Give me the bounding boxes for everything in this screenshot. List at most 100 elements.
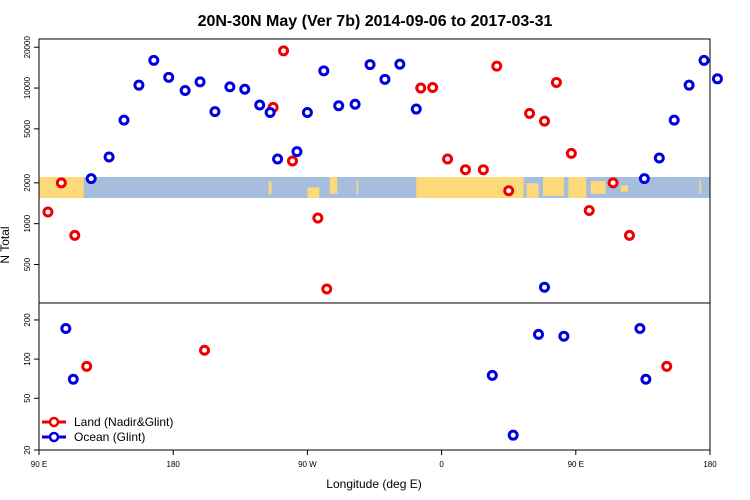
top-y-tick-label: 10000 — [23, 76, 32, 99]
top-ocean-point — [638, 173, 650, 185]
map-land — [620, 185, 628, 192]
top-ocean-point — [333, 100, 345, 112]
top-land-point — [427, 81, 439, 93]
top-ocean-point — [668, 114, 680, 126]
top-land-point — [459, 164, 471, 176]
top-land-point — [312, 212, 324, 224]
map-land — [329, 177, 338, 194]
x-tick-label: 180 — [703, 460, 717, 469]
top-land-point — [565, 147, 577, 159]
bottom-ocean-point — [533, 328, 545, 340]
top-land-point — [321, 283, 333, 295]
top-ocean-point — [272, 153, 284, 165]
top-ocean-point — [301, 107, 313, 119]
top-ocean-point — [118, 114, 130, 126]
x-tick-label: 180 — [167, 460, 181, 469]
y-axis-label: N Total — [0, 226, 12, 263]
top-land-point — [442, 153, 454, 165]
top-land-point — [491, 60, 503, 72]
map-land — [356, 181, 359, 194]
top-ocean-point — [291, 146, 303, 158]
map-ocean — [39, 177, 710, 198]
top-land-point — [278, 45, 290, 57]
top-ocean-point — [179, 84, 191, 96]
map-land — [568, 177, 587, 198]
top-land-point — [623, 229, 635, 241]
top-land-point — [583, 205, 595, 217]
legend-ocean-label: Ocean (Glint) — [74, 430, 145, 444]
x-tick-label: 90 W — [298, 460, 317, 469]
top-ocean-point — [364, 59, 376, 71]
top-ocean-point — [538, 281, 550, 293]
top-y-tick-label: 1000 — [23, 214, 32, 232]
bottom-ocean-point — [67, 373, 79, 385]
bottom-ocean-point — [558, 330, 570, 342]
top-land-point — [477, 164, 489, 176]
top-y-tick-label: 2000 — [23, 173, 32, 191]
map-land — [307, 187, 320, 198]
top-land-point — [607, 177, 619, 189]
chart-title: 20N-30N May (Ver 7b) 2014-09-06 to 2017-… — [198, 13, 553, 30]
top-land-point — [286, 155, 298, 167]
axes-layer: 90 E 180 90 W 0 90 E 180 500 1000 2000 5000 10000 2… — [23, 36, 717, 469]
map-land — [590, 181, 606, 194]
bottom-y-tick-label: 50 — [23, 393, 32, 402]
top-ocean-point — [133, 79, 145, 91]
top-ocean-point — [410, 103, 422, 115]
top-y-tick-label: 5000 — [23, 119, 32, 137]
top-ocean-point — [698, 54, 710, 66]
top-ocean-point — [103, 151, 115, 163]
x-tick-label: 0 — [439, 460, 444, 469]
top-ocean-point — [163, 71, 175, 83]
top-land-point — [538, 115, 550, 127]
x-axis-label: Longitude (deg E) — [326, 477, 421, 491]
world-map-band — [39, 177, 710, 198]
top-ocean-point — [394, 58, 406, 70]
map-land — [526, 183, 539, 198]
bottom-panel-frame — [38, 302, 711, 451]
x-tick-label: 90 E — [31, 460, 47, 469]
top-ocean-point — [653, 152, 665, 164]
top-ocean-point — [209, 106, 221, 118]
bottom-land-point — [661, 360, 673, 372]
top-ocean-point — [254, 99, 266, 111]
top-ocean-point — [318, 65, 330, 77]
top-land-point — [42, 206, 54, 218]
top-land-point — [55, 177, 67, 189]
map-land — [268, 181, 272, 194]
bottom-land-point — [199, 344, 211, 356]
top-ocean-point — [239, 83, 251, 95]
bottom-land-point — [81, 360, 93, 372]
top-land-point — [524, 107, 536, 119]
top-y-tick-label: 20000 — [23, 36, 32, 59]
x-tick-label: 90 E — [568, 460, 584, 469]
top-ocean-point — [85, 173, 97, 185]
map-land — [542, 177, 564, 196]
legend-land-label: Land (Nadir&Glint) — [74, 415, 173, 429]
bottom-ocean-point — [640, 373, 652, 385]
bottom-ocean-point — [634, 322, 646, 334]
bottom-ocean-point — [486, 369, 498, 381]
legend-ocean-swatch-marker — [48, 431, 60, 443]
map-land — [699, 181, 702, 194]
bottom-ocean-point — [60, 322, 72, 334]
top-land-point — [550, 76, 562, 88]
top-ocean-point — [711, 73, 723, 85]
bottom-y-tick-label: 200 — [23, 313, 32, 327]
top-ocean-point — [683, 79, 695, 91]
legend: Land (Nadir&Glint) Ocean (Glint) — [42, 415, 173, 444]
bottom-ocean-point — [507, 429, 519, 441]
top-ocean-point — [349, 98, 361, 110]
legend-land-swatch-marker — [48, 416, 60, 428]
top-land-point — [415, 82, 427, 94]
top-ocean-point — [224, 81, 236, 93]
map-land — [468, 181, 470, 194]
bottom-y-tick-label: 20 — [23, 445, 32, 454]
top-panel-frame — [38, 38, 711, 304]
top-land-point — [69, 229, 81, 241]
top-ocean-point — [264, 107, 276, 119]
top-y-tick-label: 500 — [23, 257, 32, 271]
plot-layer — [42, 45, 723, 441]
bottom-y-tick-label: 100 — [23, 352, 32, 366]
